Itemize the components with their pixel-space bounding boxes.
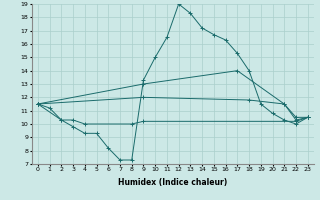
X-axis label: Humidex (Indice chaleur): Humidex (Indice chaleur) [118, 178, 228, 187]
